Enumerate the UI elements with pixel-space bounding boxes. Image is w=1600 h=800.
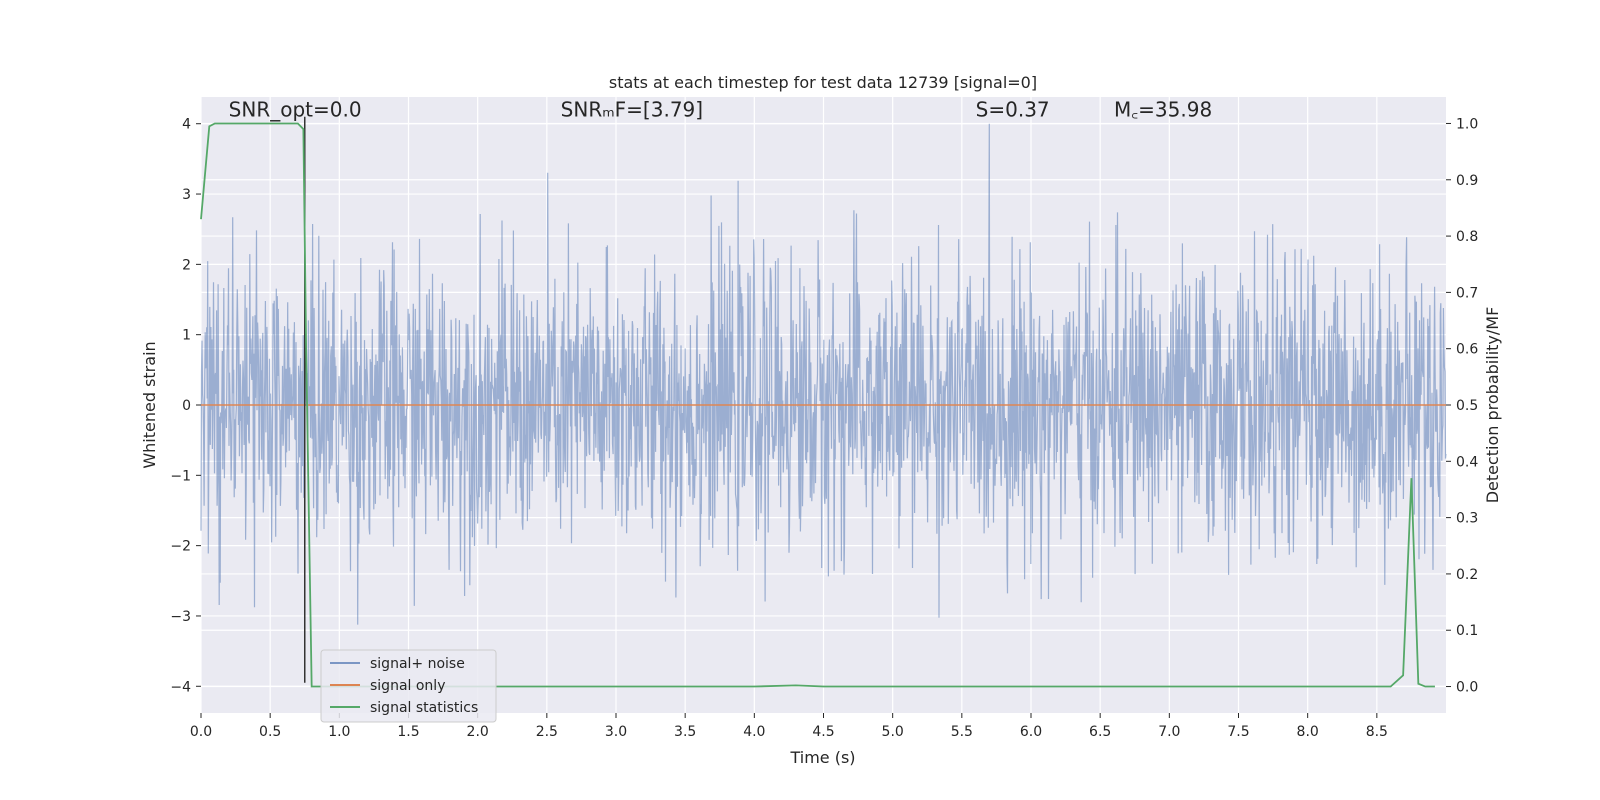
y-tick-label-6: 2 xyxy=(182,257,191,273)
x-tick-label-3: 1.5 xyxy=(397,724,419,740)
y-axis-label: Whitened strain xyxy=(140,341,159,468)
x-tick-label-4: 2.0 xyxy=(467,724,489,740)
y2-tick-label-5: 0.5 xyxy=(1456,398,1478,414)
legend-label-signal-statistics: signal statistics xyxy=(370,700,478,716)
y2-tick-label-8: 0.8 xyxy=(1456,229,1478,245)
line-series xyxy=(200,116,1446,688)
x-tick-label-11: 5.5 xyxy=(951,724,973,740)
y-tick-label-4: 0 xyxy=(182,398,191,414)
x-tick-label-7: 3.5 xyxy=(674,724,696,740)
axes: 0.0 0.5 1.0 1.5 2.0 2.5 3.0 3.5 4.0 4.5 5.0 5.5 6.0 6… xyxy=(170,116,1478,740)
signal-noise-series xyxy=(200,123,1447,625)
y-tick-label-1: −3 xyxy=(170,609,191,625)
legend: signal+ noise signal only signal statist… xyxy=(320,649,497,723)
legend-label-signal-only: signal only xyxy=(370,678,445,694)
legend-label-signal-noise: signal+ noise xyxy=(370,656,465,672)
x-tick-label-0: 0.0 xyxy=(190,724,212,740)
legend-box xyxy=(320,649,497,723)
x-tick-label-13: 6.5 xyxy=(1089,724,1111,740)
x-tick-label-9: 4.5 xyxy=(812,724,834,740)
y2-tick-label-4: 0.4 xyxy=(1456,454,1478,470)
x-tick-label-10: 5.0 xyxy=(882,724,904,740)
x-tick-label-15: 7.5 xyxy=(1227,724,1249,740)
annotation-s: S=0.37 xyxy=(976,98,1050,122)
x-tick-label-14: 7.0 xyxy=(1158,724,1180,740)
series-signal-noise xyxy=(200,123,1447,625)
annotation-mc: M꜀=35.98 xyxy=(1114,98,1212,122)
chart-title: stats at each timestep for test data 127… xyxy=(609,73,1037,92)
x-tick-label-12: 6.0 xyxy=(1020,724,1042,740)
y2-tick-label-10: 1.0 xyxy=(1456,116,1478,132)
x-axis-label: Time (s) xyxy=(789,748,855,767)
series-signal-statistics xyxy=(200,122,1435,688)
x-tick-label-16: 8.0 xyxy=(1297,724,1319,740)
y-tick-label-2: −2 xyxy=(170,539,191,555)
annotation-snr-opt: SNR_opt=0.0 xyxy=(229,98,362,122)
x-tick-label-17: 8.5 xyxy=(1366,724,1388,740)
y2-tick-label-3: 0.3 xyxy=(1456,511,1478,527)
y2-axis-label: Detection probability/MF xyxy=(1483,307,1502,504)
y-tick-label-0: −4 xyxy=(170,679,191,695)
y2-tick-label-1: 0.1 xyxy=(1456,623,1478,639)
y-tick-label-5: 1 xyxy=(182,328,191,344)
y2-tick-label-0: 0.0 xyxy=(1456,680,1478,696)
y2-tick-label-9: 0.9 xyxy=(1456,173,1478,189)
y2-tick-label-6: 0.6 xyxy=(1456,342,1478,358)
y2-tick-label-2: 0.2 xyxy=(1456,567,1478,583)
y-tick-label-8: 4 xyxy=(182,117,191,133)
x-tick-label-5: 2.5 xyxy=(536,724,558,740)
y-tick-label-3: −1 xyxy=(170,468,191,484)
annotation-snr-mf: SNRₘF=[3.79] xyxy=(561,98,703,122)
x-tick-label-1: 0.5 xyxy=(259,724,281,740)
annotations: SNR_opt=0.0 SNRₘF=[3.79] S=0.37 M꜀=35.98 xyxy=(229,98,1213,122)
x-tick-label-2: 1.0 xyxy=(328,724,350,740)
x-tick-label-8: 4.0 xyxy=(743,724,765,740)
x-tick-label-6: 3.0 xyxy=(605,724,627,740)
y2-tick-label-7: 0.7 xyxy=(1456,285,1478,301)
y-tick-label-7: 3 xyxy=(182,187,191,203)
